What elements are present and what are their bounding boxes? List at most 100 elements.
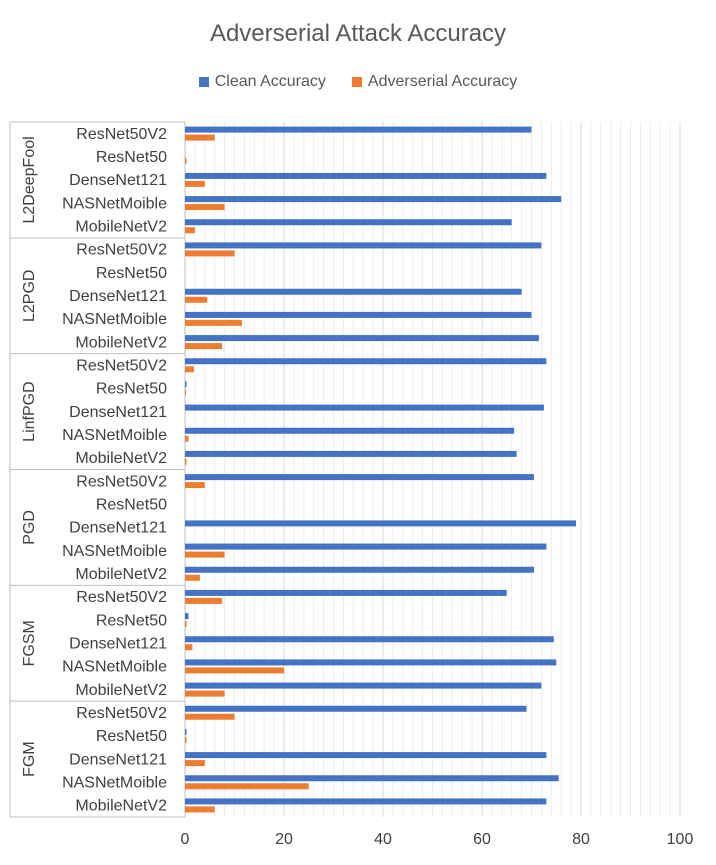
bar-adverserial-accuracy <box>185 157 187 164</box>
bar-adverserial-accuracy <box>185 366 194 373</box>
x-tick-label: 0 <box>181 831 190 848</box>
category-label: ResNet50 <box>96 265 167 282</box>
x-tick-label: 100 <box>667 831 694 848</box>
category-label: NASNetMoible <box>62 774 167 791</box>
group-label: LinfPGD <box>21 381 38 441</box>
bar-adverserial-accuracy <box>185 551 225 558</box>
bar-adverserial-accuracy <box>185 435 189 442</box>
bar-clean-accuracy <box>185 288 522 295</box>
bar-adverserial-accuracy <box>185 713 235 720</box>
bar-clean-accuracy <box>185 798 547 805</box>
category-label: NASNetMoible <box>62 659 167 676</box>
category-label: DenseNet121 <box>69 172 167 189</box>
bar-clean-accuracy <box>185 381 187 388</box>
bar-clean-accuracy <box>185 520 577 527</box>
legend: Clean Accuracy Adverserial Accuracy <box>0 73 716 91</box>
x-tick-label: 80 <box>572 831 590 848</box>
category-label: NASNetMoible <box>62 195 167 212</box>
group-label: L2DeepFool <box>21 136 38 223</box>
bar-clean-accuracy <box>185 335 539 342</box>
category-label: MobileNetV2 <box>75 682 167 699</box>
category-label: ResNet50V2 <box>76 705 167 722</box>
bar-adverserial-accuracy <box>185 621 187 628</box>
bar-clean-accuracy <box>185 358 547 365</box>
bar-adverserial-accuracy <box>185 644 193 651</box>
x-tick-label: 60 <box>473 831 491 848</box>
bar-clean-accuracy <box>185 219 512 226</box>
bar-adverserial-accuracy <box>185 204 225 211</box>
legend-swatch-clean <box>198 77 209 87</box>
bar-clean-accuracy <box>185 728 187 735</box>
bar-clean-accuracy <box>185 427 515 434</box>
bar-clean-accuracy <box>185 775 559 782</box>
bar-clean-accuracy <box>185 566 534 573</box>
group-label: PGD <box>21 510 38 545</box>
category-label: ResNet50 <box>96 149 167 166</box>
category-label: ResNet50 <box>96 728 167 745</box>
bar-adverserial-accuracy <box>185 597 223 604</box>
bar-adverserial-accuracy <box>185 319 242 326</box>
bar-clean-accuracy <box>185 682 542 689</box>
category-label: DenseNet121 <box>69 520 167 537</box>
bar-adverserial-accuracy <box>185 180 205 187</box>
bar-clean-accuracy <box>185 311 532 318</box>
group-label: FGSM <box>21 620 38 666</box>
bar-adverserial-accuracy <box>185 760 205 767</box>
x-tick-label: 40 <box>374 831 392 848</box>
category-label: NASNetMoible <box>62 427 167 444</box>
legend-label-adverserial: Adverserial Accuracy <box>367 73 518 90</box>
bar-clean-accuracy <box>185 474 534 481</box>
legend-swatch-adverserial <box>351 77 362 87</box>
legend-item-clean: Clean Accuracy <box>198 73 326 91</box>
bar-clean-accuracy <box>185 636 554 643</box>
category-label: DenseNet121 <box>69 404 167 421</box>
group-label: FGM <box>21 741 38 777</box>
category-label: ResNet50V2 <box>76 589 167 606</box>
bar-adverserial-accuracy <box>185 667 284 674</box>
chart-title: Adverserial Attack Accuracy <box>209 20 507 47</box>
legend-item-adverserial: Adverserial Accuracy <box>351 73 518 91</box>
category-label: MobileNetV2 <box>75 218 167 235</box>
legend-label-clean: Clean Accuracy <box>214 73 326 90</box>
bar-adverserial-accuracy <box>185 389 186 396</box>
category-label: ResNet50V2 <box>76 473 167 490</box>
category-label: ResNet50V2 <box>76 242 167 259</box>
bar-clean-accuracy <box>185 404 544 411</box>
bar-adverserial-accuracy <box>185 458 187 465</box>
category-label: ResNet50V2 <box>76 357 167 374</box>
bar-adverserial-accuracy <box>185 783 309 790</box>
category-label: MobileNetV2 <box>75 334 167 351</box>
bar-clean-accuracy <box>185 705 527 712</box>
category-label: NASNetMoible <box>62 543 167 560</box>
bar-adverserial-accuracy <box>185 482 205 489</box>
bar-clean-accuracy <box>185 543 547 550</box>
bar-adverserial-accuracy <box>185 296 208 303</box>
category-label: ResNet50 <box>96 496 167 513</box>
bar-clean-accuracy <box>185 613 189 620</box>
bar-clean-accuracy <box>185 172 547 179</box>
category-label: MobileNetV2 <box>75 798 167 815</box>
bar-adverserial-accuracy <box>185 574 200 581</box>
bar-adverserial-accuracy <box>185 736 187 743</box>
category-label: NASNetMoible <box>62 311 167 328</box>
category-label: ResNet50 <box>96 612 167 629</box>
category-label: MobileNetV2 <box>75 450 167 467</box>
category-label: ResNet50V2 <box>76 126 167 143</box>
category-label: ResNet50 <box>96 381 167 398</box>
bar-clean-accuracy <box>185 752 547 759</box>
bar-adverserial-accuracy <box>185 250 235 257</box>
category-label: DenseNet121 <box>69 288 167 305</box>
bar-clean-accuracy <box>185 450 517 457</box>
bar-adverserial-accuracy <box>185 690 225 697</box>
bar-adverserial-accuracy <box>185 227 195 234</box>
category-label: DenseNet121 <box>69 751 167 768</box>
bar-clean-accuracy <box>185 196 562 203</box>
bar-clean-accuracy <box>185 126 532 133</box>
bar-clean-accuracy <box>185 242 542 249</box>
category-label: DenseNet121 <box>69 635 167 652</box>
group-label: L2PGD <box>21 270 38 322</box>
bar-adverserial-accuracy <box>185 134 215 141</box>
bar-clean-accuracy <box>185 589 507 596</box>
